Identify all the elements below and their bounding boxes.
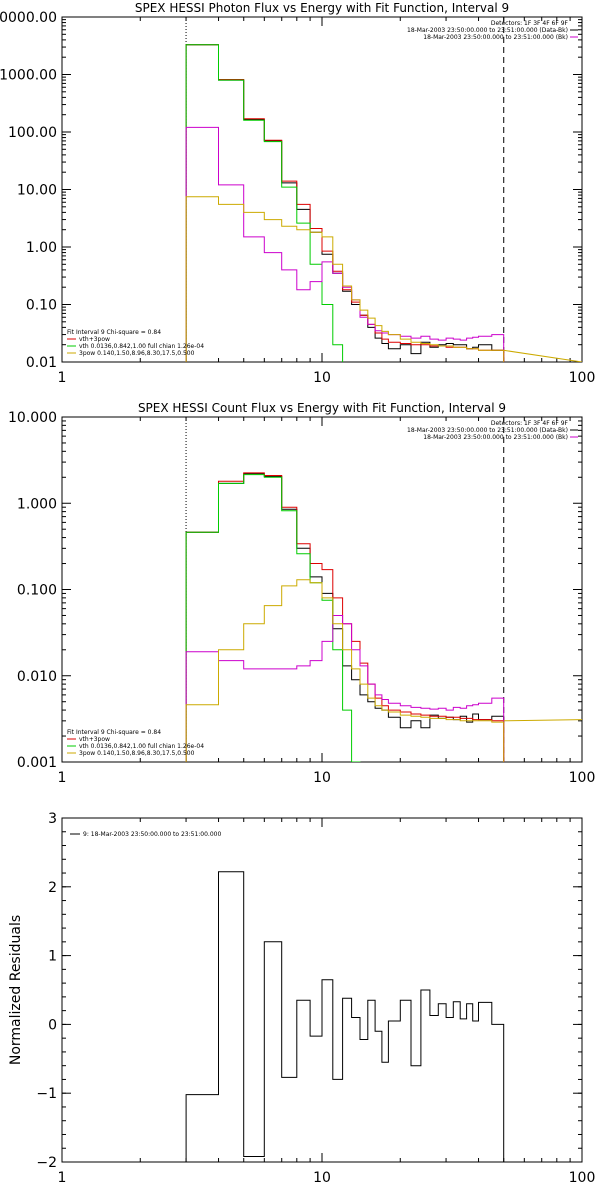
- legend-label: Fit Interval 9 Chi-square = 0.84: [67, 329, 161, 336]
- data-layer: [185, 871, 505, 1162]
- y-tick-label: 0.10: [26, 298, 57, 314]
- y-tick-label: 0.100: [17, 583, 57, 599]
- y-tick-label: 0.010: [17, 669, 57, 685]
- legend-label: vth+3pow: [79, 336, 110, 343]
- y-tick-label: 1.00: [26, 240, 57, 256]
- legend-label: vth+3pow: [79, 736, 110, 743]
- legend-label: 18-Mar-2003 23:50:00.000 to 23:51:00.000…: [423, 34, 568, 41]
- series-vth-3pow: [185, 44, 505, 362]
- series-bk: [185, 126, 505, 362]
- series-3pow: [185, 196, 505, 362]
- data-layer: [185, 472, 582, 762]
- chart-panel-3: 1 10 100 −2 −1 0 1 2 3 Normalized Residuals 9: 18-…: [8, 811, 596, 1186]
- legend-label: 18-Mar-2003 23:50:00.000 to 23:51:00.000…: [407, 427, 568, 434]
- legend-label: Fit Interval 9 Chi-square = 0.84: [67, 729, 161, 736]
- legend-label: vth 0.0136,0.842,1.00 full chian 1.26e-0…: [79, 343, 204, 350]
- y-tick-label: 0.001: [17, 755, 57, 771]
- series-vth: [185, 474, 361, 762]
- legend-label: 3pow 0.140,1.50,8.96,8.30,17.5,0.500: [79, 350, 195, 357]
- y-tick-label: 3: [48, 811, 57, 827]
- legend-label: 3pow 0.140,1.50,8.96,8.30,17.5,0.500: [79, 750, 195, 757]
- x-tick-label: 1: [58, 370, 67, 386]
- legend-label: 9: 18-Mar-2003 23:50:00.000 to 23:51:00.…: [83, 831, 221, 838]
- y-tick-label: −2: [36, 1155, 57, 1171]
- x-tick-label: 100: [569, 370, 596, 386]
- legend-label: vth 0.0136,0.842,1.00 full chian 1.26e-0…: [79, 743, 204, 750]
- y-tick-label: 1000.00: [0, 68, 57, 84]
- chart-title: SPEX HESSI Photon Flux vs Energy with Fi…: [135, 1, 509, 15]
- series-data-bk: [185, 44, 505, 362]
- data-layer: [185, 44, 582, 362]
- series-data-bk: [185, 473, 505, 762]
- series-vth: [185, 44, 344, 362]
- series-vth-3pow: [185, 472, 505, 762]
- legend-label: Detectors: 1F 3F 4F 6F 9F: [491, 420, 569, 427]
- y-tick-label: 10000.00: [0, 10, 57, 26]
- chart-panel-2: SPEX HESSI Count Flux vs Energy with Fit…: [8, 401, 596, 786]
- legend-label: 18-Mar-2003 23:50:00.000 to 23:51:00.000…: [407, 27, 568, 34]
- series-3pow: [185, 579, 505, 762]
- x-tick-label: 10: [313, 770, 331, 786]
- y-tick-label: 2: [48, 880, 57, 896]
- series-bk: [185, 615, 505, 762]
- series-extension: [503, 719, 582, 722]
- y-tick-label: 100.00: [8, 125, 57, 141]
- y-tick-label: 0.01: [26, 355, 57, 371]
- series-9-18-mar-2003-23-50-00-000-to-23-51-00-000: [185, 871, 505, 1162]
- y-tick-label: 1.000: [17, 496, 57, 512]
- x-tick-label: 100: [569, 1170, 596, 1186]
- x-tick-label: 1: [58, 770, 67, 786]
- x-tick-label: 10: [313, 370, 331, 386]
- y-tick-label: 0: [48, 1017, 57, 1033]
- series-extension: [503, 349, 582, 362]
- legend-label: Detectors: 1F 3F 4F 6F 9F: [491, 20, 569, 27]
- chart-panel-1: SPEX HESSI Photon Flux vs Energy with Fi…: [0, 1, 596, 386]
- y-axis-label: Normalized Residuals: [8, 915, 24, 1065]
- y-tick-label: 10.00: [17, 183, 57, 199]
- x-tick-label: 10: [313, 1170, 331, 1186]
- legend-label: 18-Mar-2003 23:50:00.000 to 23:51:00.000…: [423, 434, 568, 441]
- y-tick-label: 1: [48, 949, 57, 965]
- y-tick-label: −1: [36, 1086, 57, 1102]
- y-tick-label: 10.000: [8, 410, 57, 426]
- x-tick-label: 1: [58, 1170, 67, 1186]
- x-tick-label: 100: [569, 770, 596, 786]
- chart-title: SPEX HESSI Count Flux vs Energy with Fit…: [138, 401, 506, 415]
